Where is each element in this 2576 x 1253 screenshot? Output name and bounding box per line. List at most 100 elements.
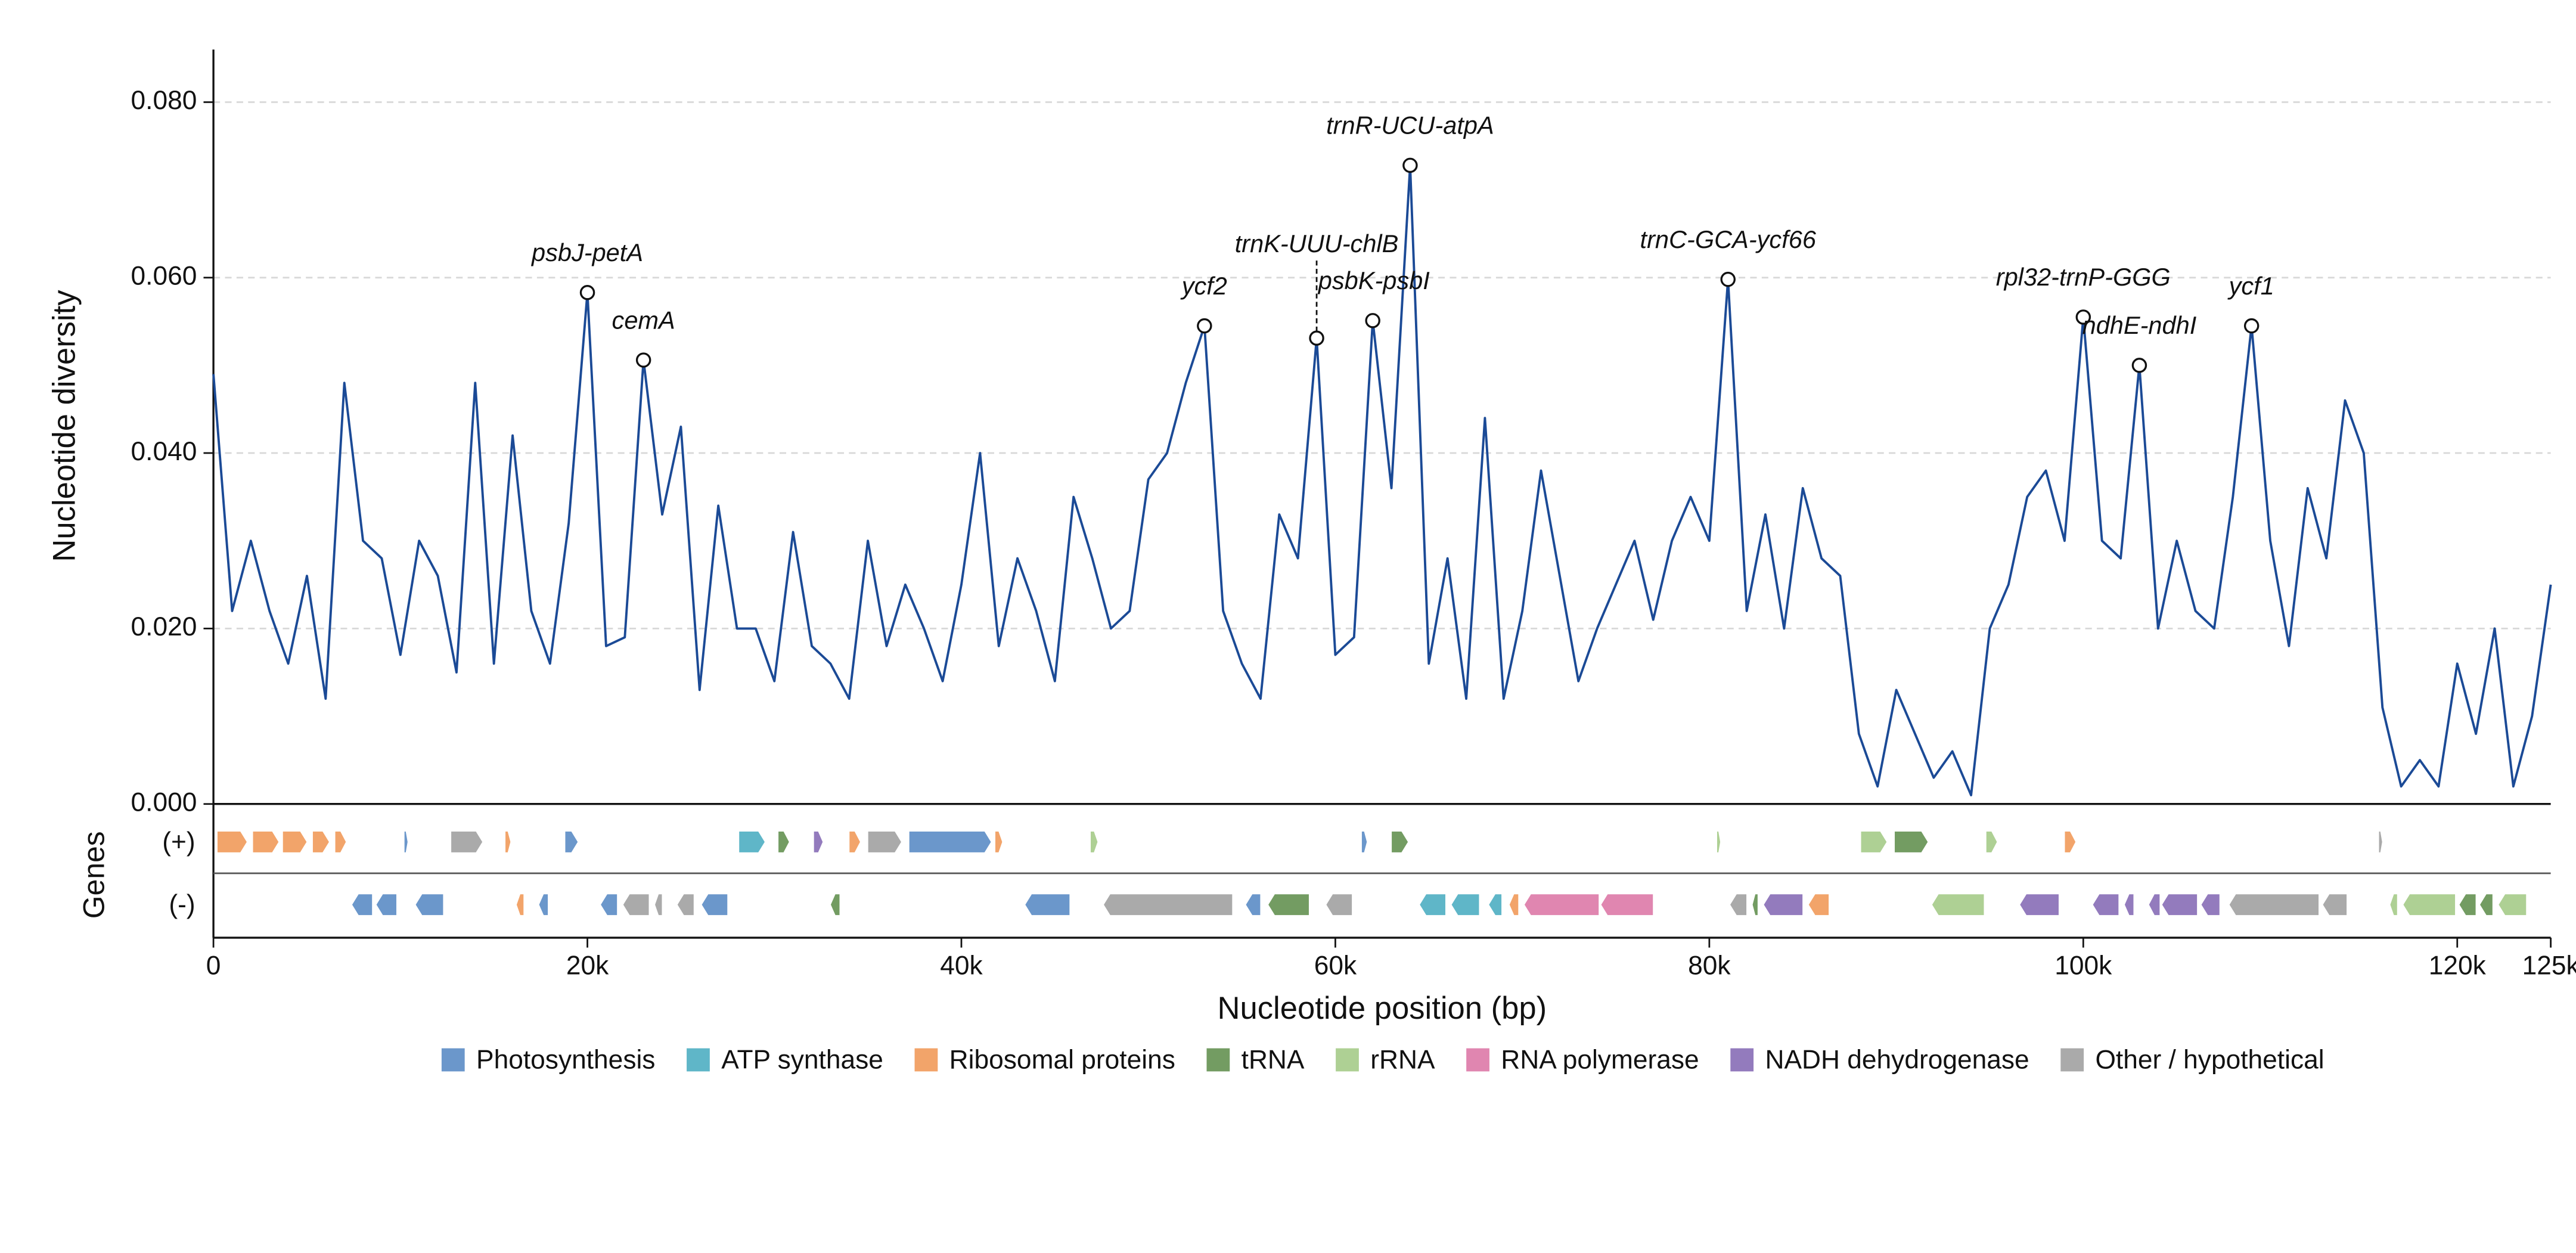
gene bbox=[2124, 894, 2134, 916]
gene bbox=[1763, 894, 1804, 916]
gene bbox=[1716, 830, 1721, 853]
gene bbox=[1025, 894, 1070, 916]
gene bbox=[2403, 894, 2456, 916]
gene bbox=[2378, 830, 2383, 853]
gene bbox=[1894, 830, 1929, 853]
track-label: Genes bbox=[77, 831, 111, 919]
y-tick-label: 0.020 bbox=[131, 612, 197, 641]
annotation-point bbox=[1720, 271, 1736, 287]
gene bbox=[994, 830, 1003, 853]
gene bbox=[1267, 894, 1310, 916]
gene bbox=[1729, 894, 1748, 916]
gene bbox=[813, 830, 824, 853]
gene bbox=[1985, 830, 1998, 853]
gene bbox=[1808, 894, 1830, 916]
gene bbox=[216, 830, 248, 853]
gene bbox=[404, 830, 408, 853]
legend-label: Photosynthesis bbox=[476, 1045, 655, 1074]
legend-label: ATP synthase bbox=[721, 1045, 883, 1074]
gene bbox=[2161, 894, 2198, 916]
legend-label: RNA polymerase bbox=[1501, 1045, 1699, 1074]
gene bbox=[1451, 894, 1480, 916]
gene bbox=[1860, 830, 1888, 853]
legend-swatch bbox=[1466, 1048, 1489, 1072]
y-tick-label: 0.000 bbox=[131, 787, 197, 817]
annotation-label: trnK-UUU-chlB bbox=[1235, 229, 1399, 258]
gene bbox=[867, 830, 902, 853]
gene bbox=[1326, 894, 1353, 916]
annotation-point bbox=[1197, 318, 1212, 334]
gene bbox=[2479, 894, 2493, 916]
annotation-label: trnC-GCA-ycf66 bbox=[1640, 225, 1817, 253]
legend-swatch bbox=[687, 1048, 710, 1072]
y-axis-label: Nucleotide diversity bbox=[47, 290, 82, 562]
gene bbox=[564, 830, 579, 853]
gene bbox=[282, 830, 308, 853]
strand-label: (+) bbox=[162, 827, 195, 857]
y-tick-label: 0.060 bbox=[131, 261, 197, 290]
x-tick-label: 20k bbox=[566, 951, 609, 981]
gene bbox=[538, 894, 549, 916]
gene bbox=[676, 894, 694, 916]
strand-label: (-) bbox=[169, 890, 195, 919]
annotation-point bbox=[2243, 318, 2260, 334]
x-axis-label: Nucleotide position (bp) bbox=[1217, 991, 1547, 1026]
gene bbox=[334, 830, 347, 853]
gene bbox=[312, 830, 330, 853]
gene bbox=[777, 830, 790, 853]
gene bbox=[2389, 894, 2398, 916]
annotation-label: psbK-psbI bbox=[1317, 266, 1430, 294]
annotation-label: ycf2 bbox=[1180, 272, 1227, 300]
x-tick-label: 125k bbox=[2522, 951, 2576, 981]
gene bbox=[516, 894, 524, 916]
gene bbox=[351, 894, 373, 916]
gene bbox=[2092, 894, 2119, 916]
x-tick-label: 40k bbox=[940, 951, 983, 981]
gene bbox=[849, 830, 861, 853]
gene bbox=[415, 894, 444, 916]
x-tick-label: 100k bbox=[2054, 951, 2112, 981]
legend-label: NADH dehydrogenase bbox=[1765, 1045, 2029, 1074]
gene bbox=[1103, 894, 1233, 916]
annotation-point bbox=[1365, 313, 1380, 328]
gene bbox=[2498, 894, 2527, 916]
y-tick-label: 0.080 bbox=[131, 86, 197, 115]
gene bbox=[830, 894, 840, 916]
gene bbox=[600, 894, 618, 916]
gene bbox=[1391, 830, 1409, 853]
gene bbox=[1523, 894, 1600, 916]
legend-label: Other / hypothetical bbox=[2095, 1045, 2324, 1074]
gene bbox=[2322, 894, 2348, 916]
gene bbox=[2019, 894, 2060, 916]
legend-label: Ribosomal proteins bbox=[949, 1045, 1175, 1074]
gene bbox=[654, 894, 663, 916]
gene bbox=[2148, 894, 2161, 916]
gene bbox=[252, 830, 280, 853]
diversity-line bbox=[212, 164, 2552, 796]
legend-label: rRNA bbox=[1370, 1045, 1435, 1074]
legend-swatch bbox=[1206, 1048, 1230, 1072]
gene bbox=[1361, 830, 1368, 853]
gene bbox=[1600, 894, 1654, 916]
x-tick-label: 0 bbox=[206, 951, 221, 981]
gene bbox=[738, 830, 766, 853]
gene bbox=[1419, 894, 1447, 916]
annotation-label: rpl32-trnP-GGG bbox=[1996, 263, 2171, 291]
gene bbox=[1488, 894, 1503, 916]
gene bbox=[1090, 830, 1098, 853]
gene bbox=[2229, 894, 2320, 916]
annotation-label: psbJ-petA bbox=[530, 238, 643, 266]
annotation-point bbox=[2131, 358, 2147, 373]
annotation-point bbox=[2075, 309, 2091, 325]
y-tick-label: 0.040 bbox=[131, 437, 197, 466]
annotation-point bbox=[1402, 157, 1418, 173]
gene bbox=[622, 894, 650, 916]
gene bbox=[2201, 894, 2220, 916]
gene bbox=[2459, 894, 2476, 916]
gene bbox=[375, 894, 398, 916]
x-tick-label: 60k bbox=[1314, 951, 1357, 981]
gene bbox=[1752, 894, 1758, 916]
legend-swatch bbox=[2060, 1048, 2084, 1072]
